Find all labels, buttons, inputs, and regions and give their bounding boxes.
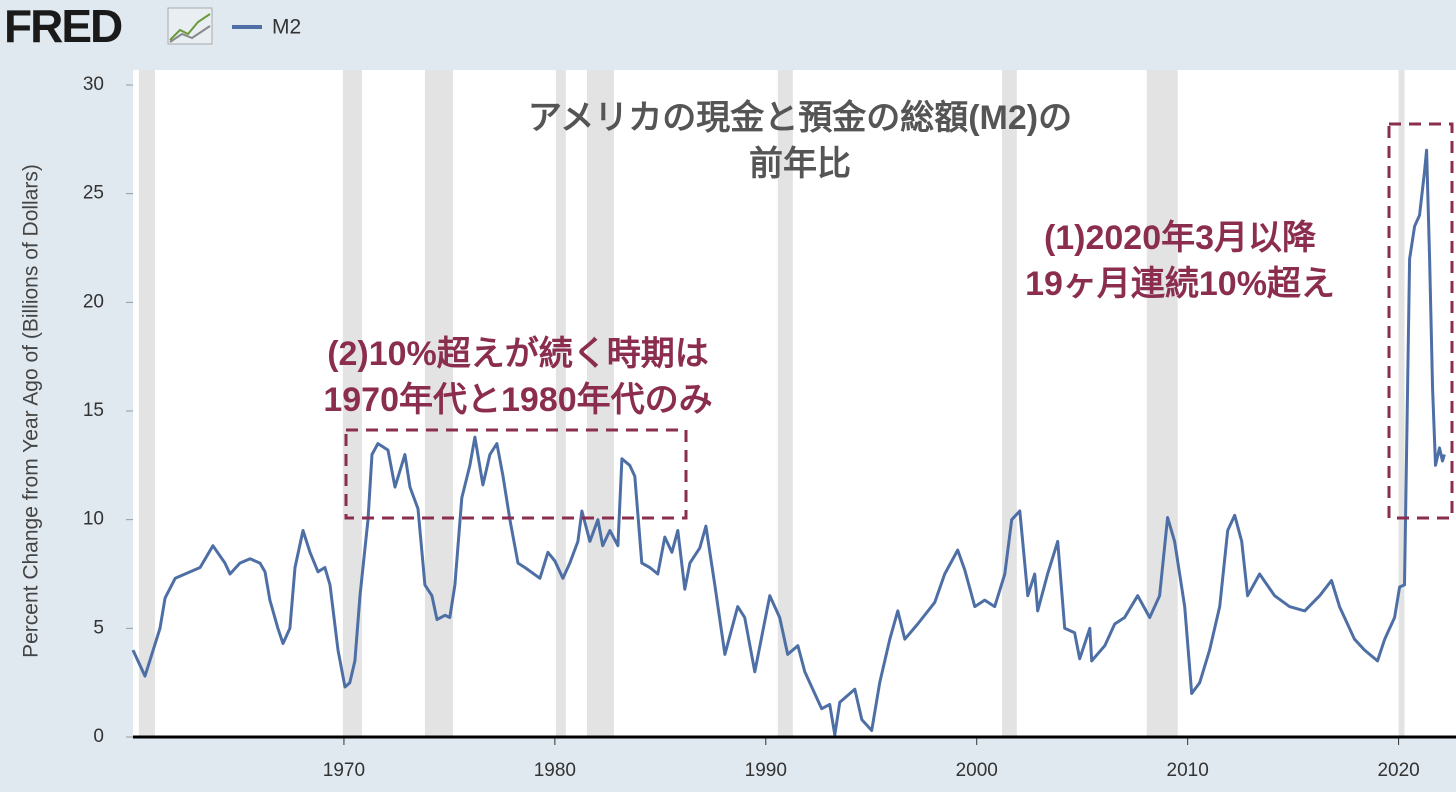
x-tick-label: 1970	[323, 760, 365, 781]
y-tick-label: 15	[83, 400, 104, 421]
y-tick-label: 25	[83, 183, 104, 204]
annotation: (2)10%超えが続く時期は	[327, 335, 709, 373]
recession-band	[1398, 70, 1405, 737]
x-tick-label: 2010	[1167, 760, 1209, 781]
x-tick-label: 1990	[745, 760, 787, 781]
recession-band	[777, 70, 793, 737]
recession-band	[555, 70, 566, 737]
logo: FRED	[4, 0, 122, 52]
series-line	[131, 148, 1446, 737]
annotation: 1970年代と1980年代のみ	[323, 381, 712, 419]
chart-title: 前年比	[749, 145, 851, 183]
y-tick-label: 20	[83, 291, 104, 312]
recession-band	[424, 70, 453, 737]
legend-label: M2	[272, 16, 301, 39]
highlight-box	[1387, 122, 1454, 520]
recession-band	[1146, 70, 1178, 737]
x-tick-label: 2000	[956, 760, 998, 781]
logo-icon	[167, 7, 213, 45]
y-axis-label: Percent Change from Year Ago of (Billion…	[20, 164, 43, 658]
recession-band	[1002, 70, 1017, 737]
recession-layer	[138, 70, 1405, 737]
y-tick-label: 30	[83, 74, 104, 95]
recession-band	[342, 70, 362, 737]
x-tick-label: 1980	[534, 760, 576, 781]
y-tick-label: 5	[93, 617, 104, 638]
recession-band	[138, 70, 155, 737]
recession-band	[586, 70, 614, 737]
annotation: 19ヶ月連続10%超え	[1025, 265, 1335, 303]
y-tick-label: 0	[93, 726, 104, 747]
highlight-box	[344, 428, 688, 520]
y-tick-label: 10	[83, 509, 104, 530]
line-layer	[131, 148, 1446, 737]
x-tick-label: 2020	[1377, 760, 1419, 781]
chart-title: アメリカの現金と預金の総額(M2)の	[528, 98, 1072, 137]
annotation: (1)2020年3月以降	[1044, 219, 1317, 257]
